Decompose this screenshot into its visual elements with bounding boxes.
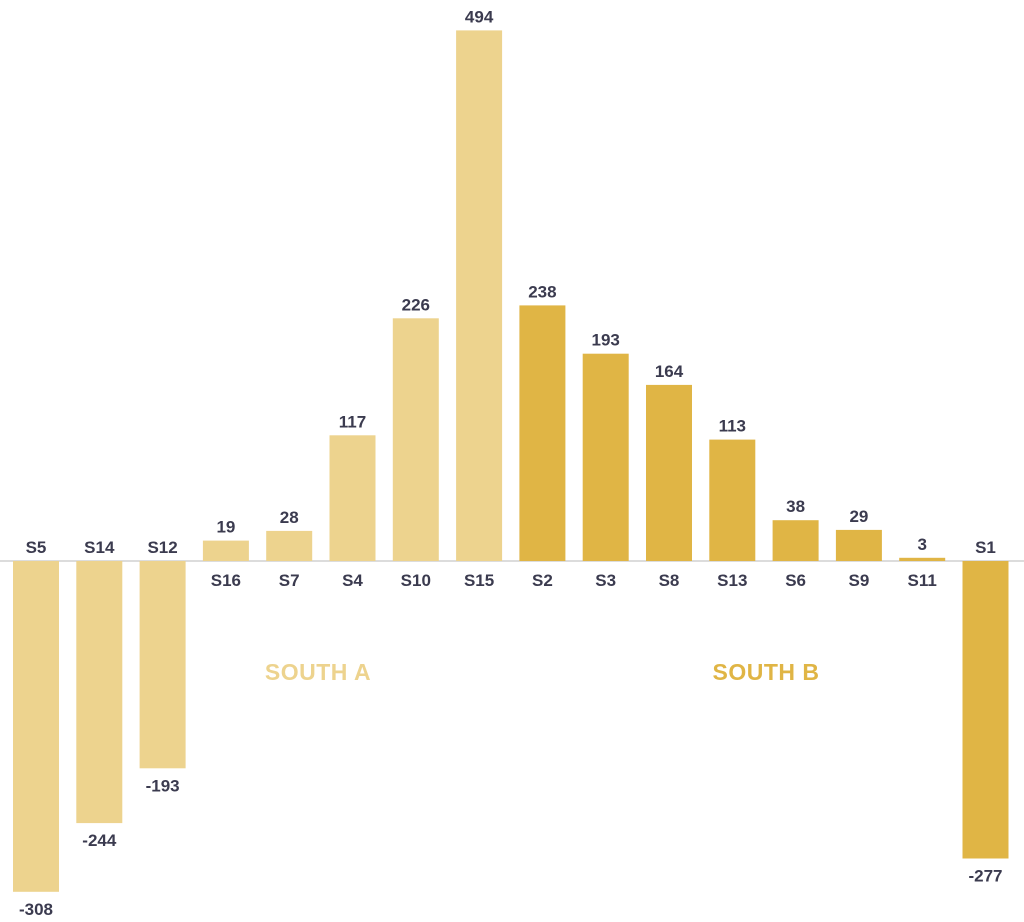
value-label-s13: 113 xyxy=(719,417,746,436)
category-label-s7: S7 xyxy=(279,571,300,590)
bar-s16 xyxy=(202,540,249,561)
category-label-s14: S14 xyxy=(84,538,115,557)
category-label-s5: S5 xyxy=(26,538,47,557)
category-label-s3: S3 xyxy=(595,571,616,590)
category-label-s6: S6 xyxy=(785,571,806,590)
bar-s5 xyxy=(13,561,59,892)
bar-s9 xyxy=(835,529,882,561)
category-label-s2: S2 xyxy=(532,571,553,590)
bar-s11 xyxy=(899,557,946,561)
bar-s12 xyxy=(139,561,186,769)
category-label-s9: S9 xyxy=(849,571,870,590)
bar-s1 xyxy=(962,561,1009,859)
value-label-s14: -244 xyxy=(82,831,117,850)
value-label-s3: 193 xyxy=(592,331,620,350)
bar-s10 xyxy=(392,318,439,561)
category-label-s8: S8 xyxy=(659,571,680,590)
bar-s3 xyxy=(582,353,629,561)
value-label-s4: 117 xyxy=(339,412,366,431)
value-label-s6: 38 xyxy=(786,497,805,516)
value-label-s7: 28 xyxy=(280,508,299,527)
value-label-s11: 3 xyxy=(917,535,926,554)
value-label-s2: 238 xyxy=(528,282,556,301)
value-label-s9: 29 xyxy=(849,507,868,526)
bar-s6 xyxy=(772,520,819,561)
category-label-s1: S1 xyxy=(975,538,996,557)
bar-s7 xyxy=(266,530,313,561)
category-label-s15: S15 xyxy=(464,571,494,590)
bar-s4 xyxy=(329,435,376,561)
bar-s8 xyxy=(646,384,692,561)
value-label-s8: 164 xyxy=(655,362,684,381)
bar-s14 xyxy=(76,561,123,824)
value-label-s10: 226 xyxy=(402,295,430,314)
group-label-south-b: SOUTH B xyxy=(713,659,820,685)
category-label-s13: S13 xyxy=(717,571,747,590)
value-label-s5: -308 xyxy=(19,900,53,919)
category-label-s11: S11 xyxy=(908,571,937,590)
category-label-s4: S4 xyxy=(342,571,363,590)
bar-s2 xyxy=(519,305,566,561)
bar-s15 xyxy=(456,30,503,561)
category-label-s16: S16 xyxy=(211,571,241,590)
category-label-s10: S10 xyxy=(401,571,431,590)
category-label-s12: S12 xyxy=(147,538,177,557)
bar-s13 xyxy=(709,439,756,561)
value-label-s15: 494 xyxy=(465,7,494,26)
value-label-s1: -277 xyxy=(968,867,1002,886)
value-label-s12: -193 xyxy=(146,776,180,795)
group-label-south-a: SOUTH A xyxy=(265,659,371,685)
value-label-s16: 19 xyxy=(216,518,235,537)
